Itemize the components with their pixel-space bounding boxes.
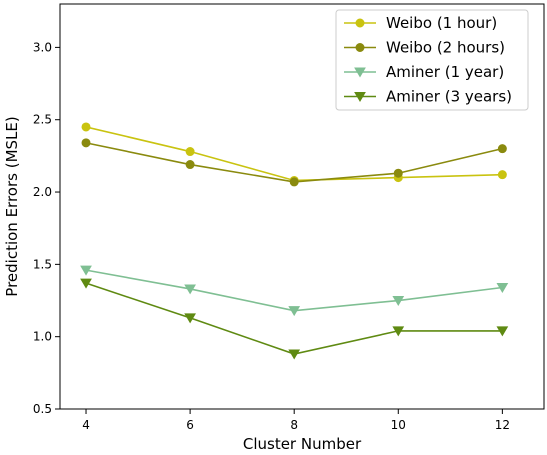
data-point bbox=[392, 326, 405, 337]
legend-marker bbox=[354, 67, 366, 78]
series-line bbox=[85, 126, 503, 182]
legend-box bbox=[335, 9, 529, 111]
legend-item: Aminer (3 years) bbox=[344, 88, 512, 106]
x-tick-label: 10 bbox=[391, 418, 406, 432]
series-3 bbox=[80, 278, 509, 360]
legend-marker bbox=[354, 92, 366, 102]
series-group bbox=[80, 122, 509, 360]
data-point bbox=[185, 147, 195, 157]
legend-item: Weibo (2 hours) bbox=[344, 39, 505, 57]
legend-item: Weibo (1 hour) bbox=[344, 14, 497, 32]
legend-label: Weibo (2 hours) bbox=[386, 39, 505, 57]
data-point bbox=[288, 349, 301, 360]
data-point bbox=[392, 296, 405, 307]
data-point bbox=[185, 160, 195, 170]
y-axis-title: Prediction Errors (MSLE) bbox=[3, 116, 21, 296]
legend-marker bbox=[355, 43, 365, 52]
y-tick-label: 1.0 bbox=[33, 330, 52, 344]
data-point bbox=[288, 306, 301, 317]
legend-marker bbox=[355, 18, 365, 28]
data-point bbox=[184, 313, 196, 324]
y-tick-label: 1.5 bbox=[33, 257, 52, 271]
x-tick-label: 6 bbox=[186, 418, 194, 432]
series-1 bbox=[81, 138, 507, 187]
data-point bbox=[497, 170, 507, 180]
legend-item: Aminer (1 year) bbox=[344, 63, 504, 81]
y-tick-label: 2.0 bbox=[33, 185, 52, 199]
legend-label: Aminer (1 year) bbox=[386, 63, 504, 81]
y-tick-label: 3.0 bbox=[33, 40, 52, 54]
series-2 bbox=[80, 265, 509, 317]
data-point bbox=[80, 278, 92, 289]
data-point bbox=[81, 138, 91, 148]
x-tick-label: 4 bbox=[82, 418, 90, 432]
data-point bbox=[289, 177, 299, 187]
x-tick-label: 12 bbox=[495, 418, 510, 432]
series-line bbox=[85, 282, 503, 355]
data-point bbox=[80, 265, 92, 276]
data-point bbox=[496, 283, 509, 293]
plot-frame bbox=[59, 3, 545, 410]
data-point bbox=[497, 144, 507, 154]
data-point bbox=[496, 326, 509, 337]
data-point bbox=[81, 122, 91, 132]
data-point bbox=[184, 284, 196, 295]
series-0 bbox=[81, 122, 507, 185]
legend-label: Aminer (3 years) bbox=[386, 88, 512, 106]
legend: Weibo (1 hour) Weibo (2 hours) Aminer (1 y… bbox=[335, 9, 529, 111]
y-tick-label: 0.5 bbox=[33, 402, 52, 416]
x-axis-title: Cluster Number bbox=[243, 435, 362, 453]
data-point bbox=[393, 168, 403, 178]
axes: 4 6 8 10 12 0.5 1.0 1.5 2.0 2.5 3.0 Cluster Number P… bbox=[3, 3, 545, 453]
legend-label: Weibo (1 hour) bbox=[386, 14, 497, 32]
y-tick-label: 2.5 bbox=[33, 113, 52, 127]
x-tick-label: 8 bbox=[290, 418, 298, 432]
